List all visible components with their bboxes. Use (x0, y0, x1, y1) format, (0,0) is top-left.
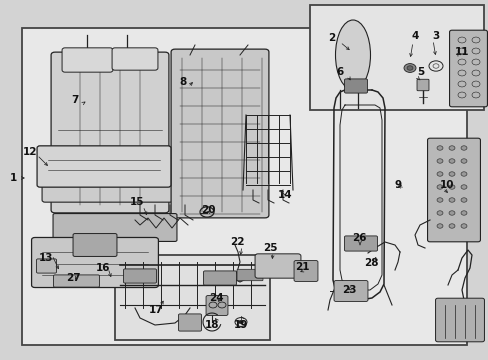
FancyBboxPatch shape (115, 255, 269, 340)
Circle shape (460, 224, 466, 228)
Circle shape (460, 198, 466, 202)
Text: 8: 8 (179, 77, 186, 87)
Text: 14: 14 (277, 190, 292, 200)
FancyBboxPatch shape (255, 254, 300, 278)
Text: 25: 25 (262, 243, 277, 253)
Circle shape (436, 146, 442, 150)
FancyBboxPatch shape (344, 79, 366, 93)
FancyBboxPatch shape (73, 234, 117, 256)
Circle shape (460, 146, 466, 150)
FancyBboxPatch shape (123, 269, 156, 283)
FancyBboxPatch shape (203, 271, 236, 285)
FancyBboxPatch shape (32, 238, 158, 288)
Text: 17: 17 (148, 305, 163, 315)
Circle shape (448, 211, 454, 215)
Text: 18: 18 (204, 320, 219, 330)
FancyBboxPatch shape (51, 52, 168, 213)
FancyBboxPatch shape (293, 261, 317, 282)
Text: 15: 15 (129, 197, 144, 207)
Ellipse shape (335, 20, 370, 90)
Text: 7: 7 (71, 95, 79, 105)
Circle shape (406, 66, 412, 70)
Text: 16: 16 (96, 263, 110, 273)
FancyBboxPatch shape (171, 49, 268, 218)
FancyBboxPatch shape (344, 236, 377, 251)
Text: 3: 3 (431, 31, 439, 41)
Circle shape (436, 159, 442, 163)
FancyBboxPatch shape (22, 28, 466, 345)
FancyBboxPatch shape (53, 275, 99, 287)
FancyBboxPatch shape (435, 298, 484, 342)
FancyBboxPatch shape (416, 79, 428, 91)
FancyBboxPatch shape (178, 314, 201, 331)
Circle shape (436, 172, 442, 176)
Circle shape (460, 159, 466, 163)
FancyBboxPatch shape (37, 146, 171, 187)
Circle shape (436, 198, 442, 202)
Text: 22: 22 (229, 237, 244, 247)
FancyBboxPatch shape (448, 30, 487, 107)
Text: 9: 9 (394, 180, 401, 190)
Circle shape (436, 185, 442, 189)
Text: 13: 13 (39, 253, 53, 263)
Circle shape (448, 185, 454, 189)
Text: 12: 12 (23, 147, 37, 157)
Circle shape (238, 320, 243, 324)
Circle shape (460, 211, 466, 215)
Text: 23: 23 (341, 285, 356, 295)
Circle shape (403, 64, 415, 72)
Circle shape (460, 172, 466, 176)
FancyBboxPatch shape (309, 5, 483, 110)
Text: 19: 19 (233, 320, 248, 330)
FancyBboxPatch shape (112, 48, 158, 70)
Text: 27: 27 (65, 273, 80, 283)
Circle shape (448, 224, 454, 228)
FancyBboxPatch shape (333, 280, 367, 301)
Circle shape (448, 159, 454, 163)
Text: 20: 20 (201, 205, 215, 215)
Circle shape (448, 172, 454, 176)
Circle shape (448, 198, 454, 202)
FancyBboxPatch shape (205, 296, 227, 315)
FancyBboxPatch shape (427, 138, 480, 242)
FancyBboxPatch shape (42, 158, 173, 202)
Text: 2: 2 (328, 33, 335, 43)
Circle shape (448, 146, 454, 150)
Circle shape (436, 224, 442, 228)
Text: 28: 28 (363, 258, 378, 268)
FancyBboxPatch shape (62, 48, 113, 72)
FancyBboxPatch shape (37, 259, 56, 273)
FancyBboxPatch shape (53, 213, 177, 242)
Text: 6: 6 (336, 67, 343, 77)
Text: 10: 10 (439, 180, 453, 190)
Text: 4: 4 (410, 31, 418, 41)
Text: 5: 5 (417, 67, 424, 77)
Circle shape (460, 185, 466, 189)
Text: 24: 24 (208, 293, 223, 303)
Text: 21: 21 (294, 262, 308, 272)
Circle shape (436, 211, 442, 215)
Text: 26: 26 (351, 233, 366, 243)
FancyBboxPatch shape (237, 269, 263, 281)
Text: 1: 1 (9, 173, 17, 183)
Text: 11: 11 (454, 47, 468, 57)
